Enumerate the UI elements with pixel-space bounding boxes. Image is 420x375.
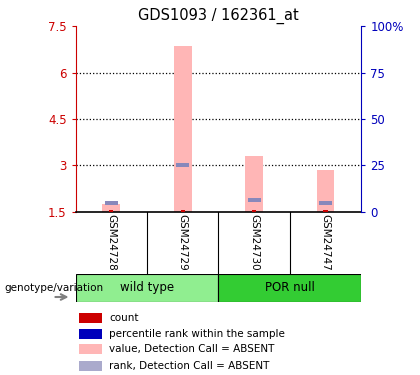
Bar	[323, 210, 328, 212]
Bar	[248, 198, 260, 202]
Bar	[252, 210, 256, 212]
Text: count: count	[109, 313, 139, 323]
Bar	[79, 344, 102, 354]
Bar	[102, 204, 120, 212]
Text: GSM24730: GSM24730	[249, 214, 259, 271]
Bar	[79, 362, 102, 371]
Text: GSM24728: GSM24728	[106, 214, 116, 271]
Text: value, Detection Call = ABSENT: value, Detection Call = ABSENT	[109, 344, 275, 354]
Text: wild type: wild type	[120, 281, 174, 294]
Text: GSM24747: GSM24747	[320, 214, 331, 271]
Title: GDS1093 / 162361_at: GDS1093 / 162361_at	[138, 7, 299, 24]
Bar	[181, 210, 185, 212]
Text: rank, Detection Call = ABSENT: rank, Detection Call = ABSENT	[109, 362, 270, 372]
Bar	[319, 201, 332, 205]
Text: GSM24729: GSM24729	[178, 214, 188, 271]
Bar	[76, 274, 218, 302]
Bar	[79, 328, 102, 339]
Bar	[79, 313, 102, 323]
Text: POR null: POR null	[265, 281, 315, 294]
Bar	[245, 156, 263, 212]
Bar	[105, 201, 118, 205]
Bar	[174, 46, 192, 212]
Bar	[176, 163, 189, 167]
Bar	[109, 210, 113, 212]
Bar	[317, 170, 334, 212]
Text: genotype/variation: genotype/variation	[4, 283, 103, 293]
Bar	[218, 274, 361, 302]
Text: percentile rank within the sample: percentile rank within the sample	[109, 328, 285, 339]
